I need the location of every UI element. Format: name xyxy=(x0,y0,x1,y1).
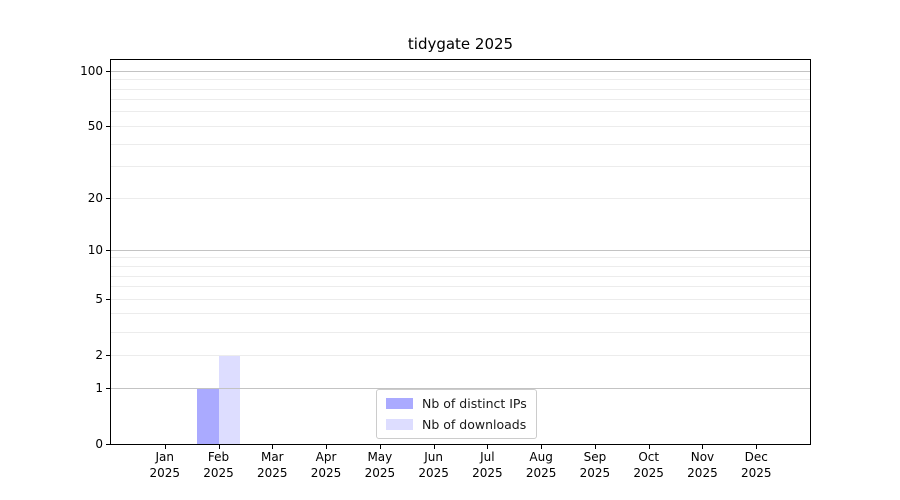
x-tick-label: Mar 2025 xyxy=(257,450,288,480)
legend: Nb of distinct IPs Nb of downloads xyxy=(376,389,537,439)
x-tick-mark xyxy=(379,444,381,449)
y-tick-mark xyxy=(106,444,111,445)
gridline xyxy=(111,387,810,389)
legend-label: Nb of downloads xyxy=(422,417,527,432)
y-tick-label: 50 xyxy=(87,119,103,134)
x-tick-mark xyxy=(433,444,435,449)
x-tick-mark xyxy=(756,444,758,449)
legend-label: Nb of distinct IPs xyxy=(422,396,527,411)
bar-distinct-ips xyxy=(197,388,219,444)
legend-swatch xyxy=(386,419,413,430)
y-tick-mark xyxy=(106,250,111,252)
gridline xyxy=(111,79,810,81)
y-tick-mark xyxy=(106,71,111,73)
x-tick-mark xyxy=(164,444,166,449)
gridline xyxy=(111,88,810,90)
y-tick-mark xyxy=(106,299,111,301)
gridline xyxy=(111,331,810,333)
y-tick-label: 20 xyxy=(87,191,103,206)
gridline xyxy=(111,70,810,72)
y-tick-mark xyxy=(106,388,111,389)
y-tick-label: 0 xyxy=(95,437,103,451)
y-tick-mark xyxy=(106,355,111,357)
gridline xyxy=(111,143,810,145)
x-tick-label: Jan 2025 xyxy=(149,450,181,480)
x-tick-mark xyxy=(272,444,274,449)
y-tick-label: 100 xyxy=(80,64,103,79)
chart-title: tidygate 2025 xyxy=(407,35,514,53)
gridline xyxy=(111,286,810,288)
gridline xyxy=(111,257,810,259)
x-tick-mark xyxy=(702,444,704,449)
y-tick-label: 2 xyxy=(95,348,103,363)
gridline xyxy=(111,313,810,315)
gridline xyxy=(111,298,810,300)
x-tick-mark xyxy=(326,444,328,449)
plot-area: Nb of distinct IPs Nb of downloads 0 1 2 5 1… xyxy=(80,59,811,480)
x-tick-label: May 2025 xyxy=(364,450,396,480)
legend-item: Nb of downloads xyxy=(386,417,527,432)
x-tick-label: Oct 2025 xyxy=(633,450,664,480)
gridline xyxy=(111,354,810,356)
x-tick-label: Apr 2025 xyxy=(310,450,342,480)
x-tick-label: Dec 2025 xyxy=(740,450,772,480)
x-tick-label: Jun 2025 xyxy=(418,450,449,480)
x-tick-label: Sep 2025 xyxy=(579,450,611,480)
gridline xyxy=(111,275,810,277)
gridline xyxy=(111,197,810,199)
gridline xyxy=(111,166,810,168)
gridline xyxy=(111,125,810,127)
y-tick-label: 5 xyxy=(95,292,103,307)
gridline xyxy=(111,99,810,101)
y-tick-mark xyxy=(106,198,111,200)
x-tick-mark xyxy=(541,444,543,449)
gridline xyxy=(111,111,810,113)
x-tick-mark xyxy=(487,444,489,449)
x-tick-mark xyxy=(594,444,596,449)
x-tick-mark xyxy=(218,444,220,449)
y-tick-label: 10 xyxy=(87,243,103,258)
bar-downloads xyxy=(218,355,241,444)
x-tick-label: Jul 2025 xyxy=(472,450,503,480)
x-tick-label: Nov 2025 xyxy=(687,450,718,480)
gridline xyxy=(111,249,810,251)
x-tick-label: Aug 2025 xyxy=(525,450,557,480)
x-tick-label: Feb 2025 xyxy=(203,450,234,480)
x-tick-mark xyxy=(648,444,650,449)
y-tick-mark xyxy=(106,126,111,128)
legend-item: Nb of distinct IPs xyxy=(386,396,527,411)
gridline xyxy=(111,266,810,267)
legend-swatch xyxy=(386,398,413,409)
y-tick-label: 1 xyxy=(95,381,103,395)
